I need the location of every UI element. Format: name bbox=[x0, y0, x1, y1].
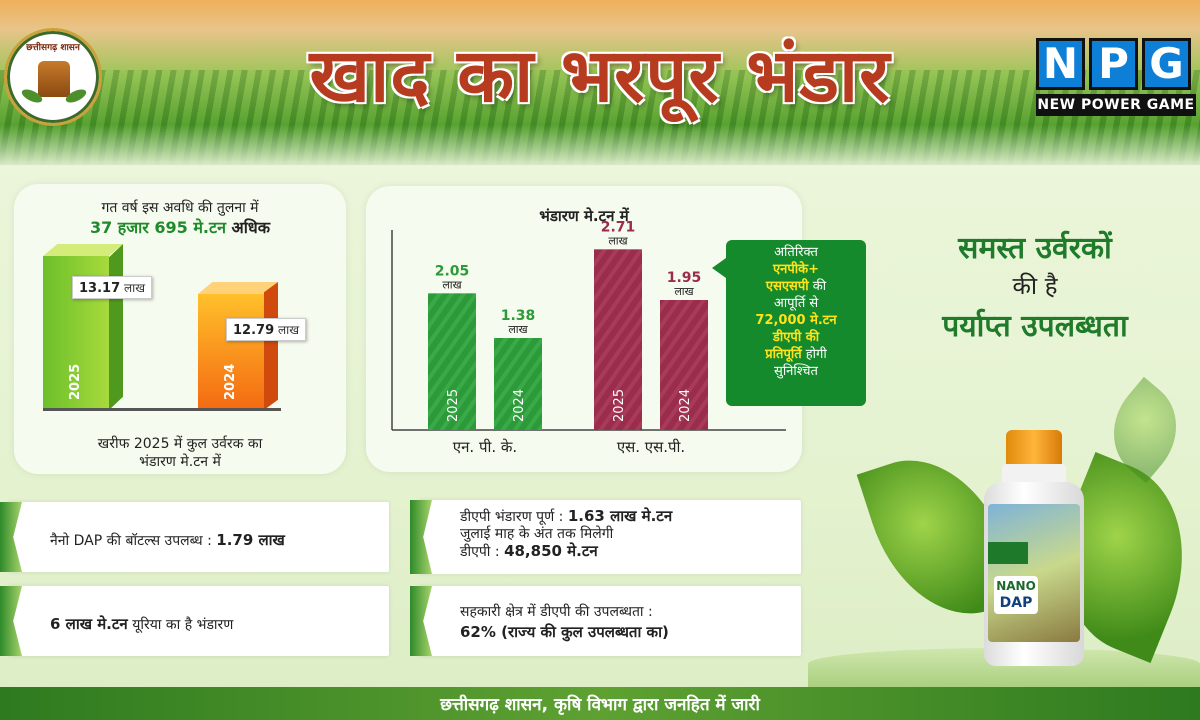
info-strip bbox=[0, 586, 22, 656]
bar-unit-label: लाख bbox=[442, 278, 462, 291]
bar-2024-total: 2024 bbox=[198, 282, 278, 410]
bar-year-label: 2024 bbox=[512, 389, 527, 422]
logo-subtitle: NEW POWER GAME bbox=[1036, 94, 1196, 116]
dap-line3-value: 48,850 मे.टन bbox=[504, 542, 598, 560]
bar-value-label: 2.71 bbox=[601, 219, 636, 235]
bar-2024-unit: लाख bbox=[277, 323, 300, 337]
increase-suffix: अधिक bbox=[231, 218, 271, 237]
bar-value-label: 2.05 bbox=[435, 263, 470, 279]
panel1-caption-line1: खरीफ 2025 में कुल उर्वरक का bbox=[97, 436, 263, 452]
callout-line2: एनपीके+ bbox=[772, 262, 820, 277]
bar-2024-year: 2024 bbox=[223, 363, 238, 400]
extra-supply-callout: अतिरिक्त एनपीके+ एसएसपी की आपूर्ति से 72… bbox=[712, 240, 866, 406]
dap-line1-value: 1.63 लाख मे.टन bbox=[567, 507, 673, 525]
header-banner bbox=[0, 0, 1200, 165]
bar-value-label: 1.38 bbox=[501, 308, 536, 324]
callout-line4: आपूर्ति से bbox=[773, 296, 819, 311]
bar-0-2025 bbox=[428, 293, 476, 430]
availability-heading: समस्त उर्वरकों की है पर्याप्त उपलब्धता bbox=[880, 226, 1190, 345]
bar-unit-label: लाख bbox=[608, 234, 628, 247]
dap-line3-label: डीएपी : bbox=[460, 544, 500, 560]
info-strip bbox=[410, 500, 432, 574]
bottle-cap bbox=[1006, 430, 1062, 466]
bar-2025-total: 2025 bbox=[43, 244, 123, 410]
nano-dap-bottle: NANO DAP bbox=[984, 430, 1084, 666]
callout-line5: 72,000 मे.टन bbox=[755, 313, 837, 328]
bottle-label-text: NANO DAP bbox=[994, 576, 1038, 614]
bar-year-label: 2024 bbox=[678, 389, 693, 422]
bar-2024-value: 12.79 bbox=[233, 323, 275, 338]
npg-logo: N P G NEW POWER GAME bbox=[1036, 38, 1196, 124]
increase-amount: 37 हजार 695 मे.टन bbox=[89, 218, 226, 237]
bar-year-label: 2025 bbox=[612, 389, 627, 422]
dap-line2: जुलाई माह के अंत तक मिलेगी bbox=[460, 526, 614, 542]
comparison-heading: गत वर्ष इस अवधि की तुलना में bbox=[101, 200, 259, 216]
bar-value-label: 1.95 bbox=[667, 270, 702, 286]
emblem-text: छत्तीसगढ़ शासन bbox=[26, 43, 80, 53]
bar-0-2024 bbox=[494, 338, 542, 430]
info-strip bbox=[410, 586, 432, 656]
coop-text-block: सहकारी क्षेत्र में डीएपी की उपलब्धता : 6… bbox=[460, 602, 793, 642]
dap-text-block: डीएपी भंडारण पूर्ण : 1.63 लाख मे.टन जुला… bbox=[460, 508, 793, 561]
urea-label: यूरिया का है भंडारण bbox=[132, 617, 234, 633]
callout-line7b: होगी bbox=[805, 347, 827, 362]
bar-2025-value: 13.17 bbox=[79, 281, 121, 296]
bar-1-2025 bbox=[594, 249, 642, 430]
logo-letter-p: P bbox=[1089, 38, 1138, 90]
bar-2025-year: 2025 bbox=[68, 363, 83, 400]
bottle-label-line2: DAP bbox=[999, 595, 1033, 611]
bottle-label-line1: NANO bbox=[996, 579, 1036, 593]
callout-line8: सुनिश्चित bbox=[774, 364, 818, 379]
callout-line3b: की bbox=[812, 279, 827, 294]
logo-letter-n: N bbox=[1036, 38, 1085, 90]
cooperative-info: सहकारी क्षेत्र में डीएपी की उपलब्धता : 6… bbox=[410, 586, 801, 656]
bottle-label bbox=[988, 504, 1080, 642]
urea-value: 6 लाख मे.टन bbox=[50, 615, 128, 633]
panel1-caption-line2: भंडारण मे.टन में bbox=[139, 454, 221, 470]
logo-letter-g: G bbox=[1142, 38, 1191, 90]
callout-line1: अतिरिक्त bbox=[774, 245, 818, 260]
bottle-green-band bbox=[988, 542, 1028, 564]
page-title: खाद का भरपूर भंडार bbox=[309, 33, 891, 119]
nano-dap-info: नैनो DAP की बॉटल्स उपलब्ध : 1.79 लाख bbox=[0, 502, 389, 572]
coop-line1: सहकारी क्षेत्र में डीएपी की उपलब्धता : bbox=[460, 604, 653, 620]
dap-storage-info: डीएपी भंडारण पूर्ण : 1.63 लाख मे.टन जुला… bbox=[410, 500, 801, 574]
dap-line1-label: डीएपी भंडारण पूर्ण : bbox=[460, 509, 564, 525]
header-fade bbox=[0, 125, 1200, 165]
comparison-value: 37 हजार 695 मे.टन अधिक bbox=[14, 216, 346, 238]
state-emblem-icon: छत्तीसगढ़ शासन bbox=[4, 28, 102, 126]
bottle-neck bbox=[1002, 464, 1066, 486]
availability-line2: की है bbox=[1012, 272, 1058, 300]
nano-dap-text-row: नैनो DAP की बॉटल्स उपलब्ध : 1.79 लाख bbox=[50, 530, 381, 550]
bar-unit-label: लाख bbox=[508, 323, 528, 336]
lion-capital-icon bbox=[38, 61, 70, 97]
bar-year-label: 2025 bbox=[446, 389, 461, 422]
urea-info: 6 लाख मे.टन यूरिया का है भंडारण bbox=[0, 586, 389, 656]
footer-bar: छत्तीसगढ़ शासन, कृषि विभाग द्वारा जनहित … bbox=[0, 687, 1200, 720]
callout-line3: एसएसपी bbox=[765, 279, 809, 294]
bar-2025-unit: लाख bbox=[123, 281, 146, 295]
availability-line3: पर्याप्त उपलब्धता bbox=[942, 309, 1128, 344]
callout-line7: प्रतिपूर्ति bbox=[765, 347, 802, 362]
bar-1-2024 bbox=[660, 300, 708, 430]
urea-text-row: 6 लाख मे.टन यूरिया का है भंडारण bbox=[50, 614, 381, 634]
chart-title: भंडारण मे.टन में bbox=[539, 207, 629, 225]
availability-line1: समस्त उर्वरकों bbox=[958, 231, 1112, 266]
callout-line6: डीएपी की bbox=[772, 330, 820, 345]
bar-unit-label: लाख bbox=[674, 285, 694, 298]
panel1-baseline bbox=[43, 408, 281, 411]
bar-2025-value-tag: 13.17 लाख bbox=[72, 276, 153, 299]
category-label: एन. पी. के. bbox=[453, 438, 517, 456]
bar-2024-value-tag: 12.79 लाख bbox=[226, 318, 307, 341]
footer-text: छत्तीसगढ़ शासन, कृषि विभाग द्वारा जनहित … bbox=[440, 695, 760, 715]
info-strip bbox=[0, 502, 22, 572]
nano-dap-value: 1.79 लाख bbox=[216, 531, 285, 549]
nano-dap-label: नैनो DAP की बॉटल्स उपलब्ध : bbox=[50, 533, 212, 549]
category-label: एस. एस.पी. bbox=[617, 438, 685, 456]
coop-line2: 62% (राज्य की कुल उपलब्धता का) bbox=[460, 623, 669, 641]
